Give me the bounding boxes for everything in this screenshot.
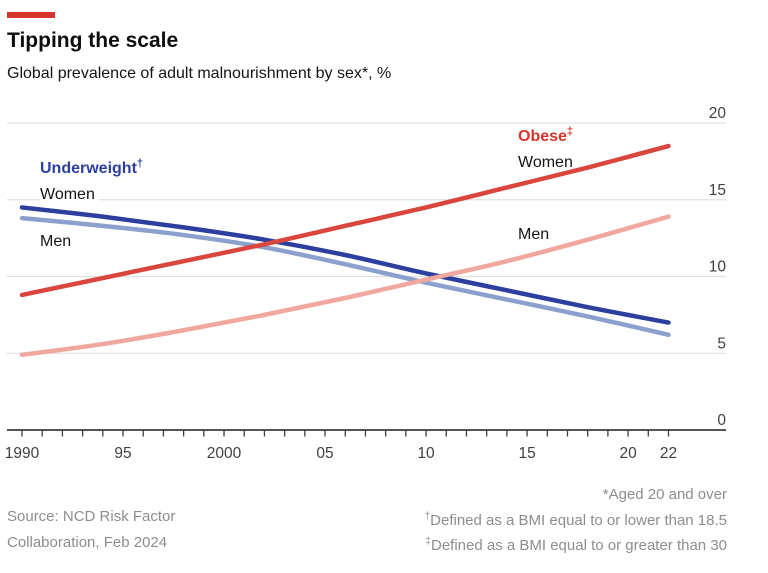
footnote-aged: *Aged 20 and over <box>602 486 727 503</box>
x-axis-label: 15 <box>518 445 535 462</box>
series-label-obese-title: Obese‡ <box>518 125 574 145</box>
y-axis-label: 10 <box>709 259 727 276</box>
series-line-obese-men <box>19 214 671 358</box>
footnote-underweight-definition: †Defined as a BMI equal to or lower than… <box>424 510 727 529</box>
double-dagger-superscript: ‡ <box>566 125 574 138</box>
x-axis-label: 20 <box>619 445 637 462</box>
series-label-obese-women: Women <box>518 154 573 171</box>
y-axis-label: 20 <box>709 105 727 122</box>
y-axis-label: 5 <box>717 335 726 352</box>
x-axis-label: 95 <box>114 445 131 462</box>
dagger-superscript: † <box>136 157 144 170</box>
footnotes: *Aged 20 and over †Defined as a BMI equa… <box>425 482 727 559</box>
x-axis-label: 22 <box>660 445 677 462</box>
source-line-2: Collaboration, Feb 2024 <box>7 533 168 551</box>
source-line-1: Source: NCD Risk Factor <box>7 508 176 525</box>
series-line-obese-women <box>19 143 671 298</box>
source-attribution: Source: NCD Risk Factor Collaboration, F… <box>7 504 175 555</box>
y-axis-label: 15 <box>709 182 726 199</box>
series-line-underweight-men <box>19 215 671 338</box>
y-axis-label: 0 <box>717 412 726 429</box>
x-axis-label: 1990 <box>5 445 40 462</box>
brand-tag <box>7 12 55 18</box>
series-label-underweight-title: Underweight† <box>40 157 144 177</box>
x-axis-label: 10 <box>417 445 435 462</box>
series-label-underweight-men: Men <box>40 233 72 250</box>
series-label-obese-men: Men <box>518 226 550 243</box>
footnote-obese-definition: ‡Defined as a BMI equal to or greater th… <box>425 536 727 555</box>
chart-subtitle: Global prevalence of adult malnourishmen… <box>7 65 392 82</box>
series-label-underweight-women: Women <box>40 186 99 204</box>
x-axis-label: 05 <box>316 445 333 462</box>
page-title: Tipping the scale <box>7 29 179 52</box>
x-axis-label: 2000 <box>207 445 242 462</box>
series-line-underweight-women <box>19 205 671 325</box>
